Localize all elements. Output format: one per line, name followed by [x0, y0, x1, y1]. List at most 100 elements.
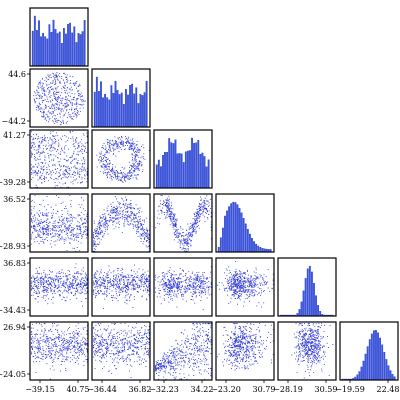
scatter-point	[83, 285, 84, 287]
scatter-point	[218, 281, 220, 283]
scatter-point	[184, 234, 186, 236]
scatter-point	[160, 203, 161, 205]
scatter-point	[138, 231, 140, 233]
scatter-point	[141, 146, 143, 147]
scatter-point	[196, 277, 198, 279]
scatter-point	[80, 92, 82, 94]
scatter-point	[50, 291, 52, 293]
scatter-point	[190, 226, 192, 228]
scatter-point	[65, 170, 67, 172]
scatter-point	[81, 151, 83, 153]
scatter-point	[55, 97, 57, 99]
scatter-point	[262, 276, 264, 278]
scatter-point	[138, 169, 140, 171]
scatter-point	[165, 288, 167, 290]
hist-bar	[63, 28, 65, 67]
scatter-point	[86, 228, 88, 230]
scatter-point	[78, 229, 80, 231]
scatter-point	[146, 285, 147, 287]
scatter-point	[261, 282, 263, 284]
scatter-point	[76, 81, 78, 82]
scatter-point	[130, 211, 132, 213]
scatter-point	[194, 292, 196, 294]
scatter-point	[76, 225, 78, 227]
scatter-point	[68, 289, 70, 290]
scatter-point	[68, 95, 70, 97]
scatter-point	[56, 79, 58, 81]
scatter-point	[64, 226, 66, 227]
scatter-point	[80, 282, 81, 284]
scatter-point	[107, 274, 109, 276]
scatter-point	[205, 291, 207, 293]
scatter-point	[168, 284, 170, 286]
scatter-point	[46, 148, 47, 150]
scatter-point	[262, 278, 264, 280]
scatter-point	[45, 276, 47, 277]
scatter-point	[197, 214, 199, 216]
scatter-point	[78, 214, 80, 216]
scatter-point	[120, 288, 122, 290]
scatter-point	[115, 278, 117, 280]
scatter-point	[105, 220, 107, 222]
scatter-point	[65, 106, 67, 108]
scatter-point	[184, 286, 186, 288]
scatter-point	[53, 287, 55, 289]
hist-bar	[75, 42, 78, 67]
scatter-point	[128, 175, 130, 177]
scatter-point	[102, 157, 104, 159]
scatter-point	[80, 96, 82, 98]
scatter-point	[176, 237, 178, 239]
scatter-point	[129, 215, 130, 217]
scatter-point	[52, 278, 54, 280]
scatter-point	[113, 286, 115, 288]
panel-frame	[153, 193, 213, 253]
scatter-point	[31, 288, 33, 290]
scatter-point	[85, 285, 87, 286]
scatter-point	[58, 102, 60, 104]
scatter-point	[52, 112, 54, 114]
scatter-point	[108, 213, 110, 215]
scatter-point	[102, 163, 104, 165]
scatter-point	[148, 246, 150, 248]
scatter-point	[186, 244, 188, 246]
scatter-point	[46, 227, 48, 229]
scatter-point	[129, 142, 131, 144]
scatter-point	[57, 107, 59, 109]
scatter-point	[43, 292, 45, 294]
scatter-point	[131, 211, 133, 212]
scatter-point	[131, 211, 133, 213]
scatter-point	[64, 91, 66, 93]
hist-bar	[375, 330, 377, 381]
scatter-point	[244, 281, 246, 283]
scatter-point	[118, 176, 120, 178]
scatter-point	[223, 289, 225, 291]
scatter-point	[36, 285, 37, 287]
scatter-point	[170, 212, 172, 214]
scatter-point	[38, 273, 40, 275]
scatter-point	[50, 96, 52, 98]
scatter-point	[46, 80, 48, 82]
scatter-point	[61, 214, 63, 216]
scatter-point	[38, 102, 40, 104]
scatter-point	[43, 234, 44, 236]
scatter-point	[49, 92, 51, 94]
scatter-point	[60, 174, 62, 176]
scatter-point	[113, 278, 114, 280]
scatter-point	[173, 286, 175, 288]
scatter-point	[167, 205, 169, 207]
scatter-point	[48, 155, 50, 157]
scatter-point	[53, 154, 55, 156]
scatter-point	[146, 281, 147, 283]
scatter-point	[113, 228, 115, 230]
scatter-point	[99, 222, 100, 224]
scatter-point	[68, 288, 70, 290]
scatter-point	[238, 281, 240, 283]
scatter-point	[46, 114, 48, 116]
scatter-point	[47, 152, 49, 154]
scatter-point	[237, 279, 238, 281]
scatter-point	[177, 237, 179, 238]
scatter-point	[67, 233, 69, 235]
scatter-point	[183, 294, 185, 296]
scatter-point	[50, 282, 51, 284]
scatter-point	[81, 220, 83, 222]
